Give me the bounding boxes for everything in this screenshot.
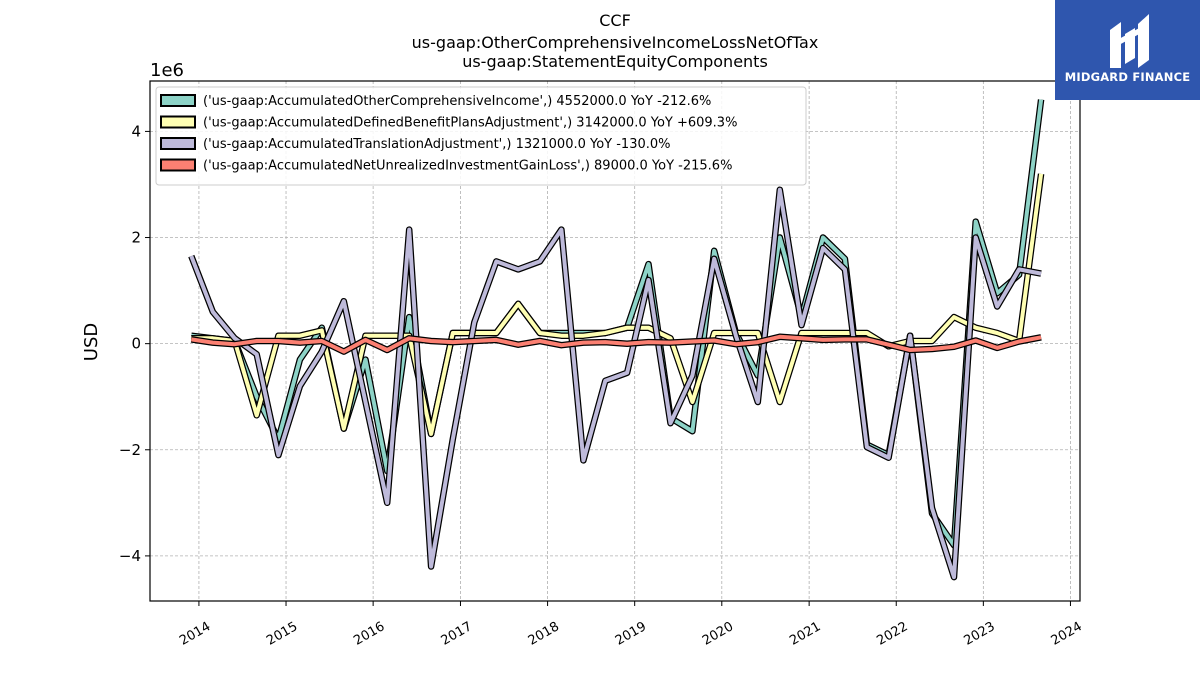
x-tick-label: 2018 — [526, 619, 562, 649]
y-tick-label: 0 — [131, 335, 141, 353]
x-tick-label: 2016 — [351, 619, 387, 649]
x-tick-label: 2019 — [613, 619, 649, 649]
y-tick-label: −4 — [119, 547, 141, 565]
x-ticks: 2014 2015 2016 2017 2018 2019 2020 2021 2022 2023… — [177, 601, 1085, 649]
legend-box — [155, 86, 807, 186]
logo-mark-icon — [1110, 14, 1149, 68]
plot-frame — [149, 80, 1081, 602]
title-line-2: us-gaap:OtherComprehensiveIncomeLossNetO… — [412, 33, 819, 52]
series-outline-3 — [188, 186, 1042, 581]
x-tick-label: 2022 — [874, 619, 910, 649]
legend-label: ('us-gaap:AccumulatedNetUnrealizedInvest… — [203, 159, 732, 174]
legend-label: ('us-gaap:AccumulatedDefinedBenefitPlans… — [203, 116, 737, 131]
series-outline-2 — [191, 173, 1045, 438]
legend-swatch — [160, 115, 196, 129]
y-tick-label: 2 — [131, 229, 141, 247]
x-tick-label: 2024 — [1049, 619, 1085, 649]
legend-swatch — [160, 94, 196, 107]
title-line-1: CCF — [599, 11, 631, 30]
y-scale-label: 1e6 — [150, 60, 184, 81]
series-lines — [188, 99, 1045, 581]
y-ticks: −4 −2 0 2 4 — [119, 122, 150, 565]
title-line-3: us-gaap:StatementEquityComponents — [462, 52, 768, 71]
y-tick-label: −2 — [119, 441, 141, 459]
midgard-finance-logo: MIDGARD FINANCE — [1055, 0, 1200, 100]
x-tick-label: 2020 — [700, 619, 736, 649]
legend: ('us-gaap:AccumulatedOtherComprehensiveI… — [155, 86, 807, 186]
logo-text: MIDGARD FINANCE — [1064, 70, 1191, 84]
legend-swatch — [160, 137, 196, 150]
series-line-2 — [191, 173, 1044, 436]
legend-label: ('us-gaap:AccumulatedOtherComprehensiveI… — [203, 94, 711, 109]
x-tick-label: 2015 — [264, 619, 300, 649]
x-tick-label: 2023 — [962, 619, 998, 649]
legend-label: ('us-gaap:AccumulatedTranslationAdjustme… — [203, 137, 671, 152]
series-line-3 — [189, 187, 1042, 580]
x-tick-label: 2017 — [439, 619, 475, 649]
series-line-4 — [191, 334, 1042, 354]
y-tick-label: 4 — [131, 122, 141, 140]
x-tick-label: 2021 — [787, 619, 823, 649]
x-tick-label: 2014 — [177, 619, 213, 649]
legend-swatch — [160, 158, 196, 172]
y-axis-label: USD — [81, 323, 102, 361]
chart-title: CCF us-gaap:OtherComprehensiveIncomeLoss… — [412, 11, 819, 71]
